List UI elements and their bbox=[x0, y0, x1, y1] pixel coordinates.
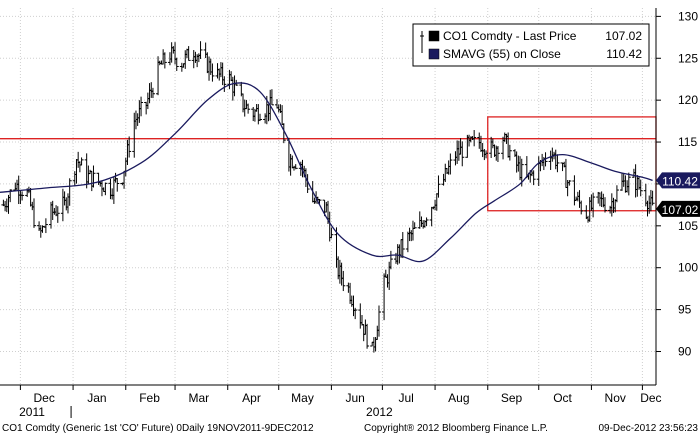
last-value-label: 107.02 bbox=[662, 203, 699, 217]
legend-swatch bbox=[428, 48, 440, 60]
price-bar bbox=[460, 141, 465, 167]
price-bar bbox=[186, 46, 191, 61]
legend-box bbox=[412, 23, 650, 67]
price-bar bbox=[103, 182, 108, 196]
x-tick-label: Oct bbox=[553, 391, 572, 405]
year-label: 2012 bbox=[366, 405, 393, 419]
price-bar bbox=[198, 41, 203, 59]
y-tick-label: 90 bbox=[678, 344, 692, 358]
price-bar bbox=[210, 63, 215, 82]
price-bar bbox=[174, 57, 179, 71]
price-bar bbox=[127, 136, 132, 158]
last-value-label: 110.42 bbox=[662, 174, 698, 188]
price-bar bbox=[139, 96, 144, 117]
x-tick-label: Apr bbox=[242, 391, 261, 405]
price-bar bbox=[567, 180, 572, 186]
last-value-tag bbox=[656, 200, 700, 217]
price-bar bbox=[579, 200, 584, 215]
price-bar bbox=[424, 217, 429, 227]
footer: CO1 Comdty (Generic 1st 'CO' Future) 0Da… bbox=[2, 423, 698, 437]
price-bar bbox=[329, 227, 334, 239]
price-bar bbox=[79, 157, 84, 166]
price-bar bbox=[31, 198, 36, 228]
price-bar bbox=[484, 150, 489, 159]
price-bar bbox=[388, 250, 393, 270]
price-series bbox=[1, 41, 655, 353]
price-bar bbox=[150, 87, 155, 99]
price-bar bbox=[436, 175, 441, 198]
price-bar bbox=[293, 164, 298, 170]
axes: 9095100105110115120125130DecJanFebMarApr… bbox=[0, 8, 698, 419]
price-bar bbox=[269, 89, 274, 106]
y-tick-label: 125 bbox=[678, 51, 698, 65]
price-bar bbox=[412, 222, 417, 229]
price-bar bbox=[353, 307, 358, 320]
year-label: 2011 bbox=[19, 405, 45, 419]
sma-line bbox=[0, 82, 653, 263]
price-bar bbox=[341, 270, 346, 292]
footer-timestamp: 09-Dec-2012 23:56:23 bbox=[598, 423, 698, 434]
price-bar bbox=[55, 206, 60, 223]
x-tick-label: Jul bbox=[399, 391, 414, 405]
price-bar bbox=[448, 153, 453, 175]
price-bar bbox=[258, 113, 263, 122]
price-bar bbox=[650, 190, 655, 206]
moving-average-series bbox=[0, 82, 653, 263]
x-tick-label: Feb bbox=[139, 391, 160, 405]
footer-source: CO1 Comdty (Generic 1st 'CO' Future) 0Da… bbox=[2, 423, 314, 434]
last-value-tag bbox=[656, 172, 700, 189]
x-tick-label: Aug bbox=[448, 391, 469, 405]
price-bar bbox=[626, 172, 631, 196]
price-bar bbox=[555, 154, 560, 173]
x-tick-label: Nov bbox=[605, 391, 626, 405]
y-tick-label: 120 bbox=[678, 93, 698, 107]
price-bar bbox=[400, 232, 405, 259]
price-bar bbox=[162, 52, 167, 69]
x-tick-label: Jan bbox=[87, 391, 106, 405]
y-tick-label: 95 bbox=[678, 303, 692, 317]
legend-label: CO1 Comdty - Last Price bbox=[443, 29, 577, 43]
price-bar bbox=[376, 305, 381, 337]
price-bar bbox=[472, 130, 477, 147]
price-bar bbox=[91, 165, 96, 188]
price-bar bbox=[43, 218, 48, 234]
legend-value: 107.02 bbox=[605, 29, 642, 43]
price-bar bbox=[603, 197, 608, 213]
legend-value: 110.42 bbox=[606, 47, 642, 61]
price-bar bbox=[67, 178, 72, 206]
x-tick-label: Jun bbox=[346, 391, 365, 405]
price-bar bbox=[281, 123, 286, 144]
price-bar bbox=[317, 199, 322, 204]
legend: CO1 Comdty - Last Price 107.02 SMAVG (55) … bbox=[412, 23, 650, 67]
price-bar bbox=[495, 146, 500, 162]
price-bar bbox=[20, 191, 25, 201]
price-bar bbox=[115, 178, 120, 192]
plot-area bbox=[0, 8, 656, 385]
x-tick-label: Sep bbox=[501, 391, 523, 405]
price-bar bbox=[246, 103, 251, 114]
price-bar bbox=[507, 144, 512, 161]
price-bar bbox=[531, 170, 536, 186]
price-bar bbox=[614, 185, 619, 203]
x-tick-label: Mar bbox=[189, 391, 210, 405]
legend-swatch bbox=[428, 30, 440, 42]
x-tick-label: Dec bbox=[640, 391, 661, 405]
legend-label: SMAVG (55) on Close bbox=[443, 47, 561, 61]
y-tick-label: 115 bbox=[678, 135, 697, 149]
y-tick-label: 130 bbox=[678, 9, 698, 23]
y-tick-label: 105 bbox=[678, 219, 698, 233]
last-value-tags: 110.42 107.02 bbox=[656, 172, 700, 217]
price-bar bbox=[591, 192, 596, 218]
y-tick-label: 100 bbox=[678, 261, 698, 275]
price-bar bbox=[222, 76, 227, 92]
price-bar bbox=[638, 179, 643, 197]
footer-copyright: Copyright® 2012 Bloomberg Finance L.P. bbox=[364, 423, 548, 434]
price-bar bbox=[365, 323, 370, 349]
x-tick-label: Dec bbox=[34, 391, 55, 405]
x-tick-label: May bbox=[291, 391, 314, 405]
grid bbox=[0, 8, 656, 385]
